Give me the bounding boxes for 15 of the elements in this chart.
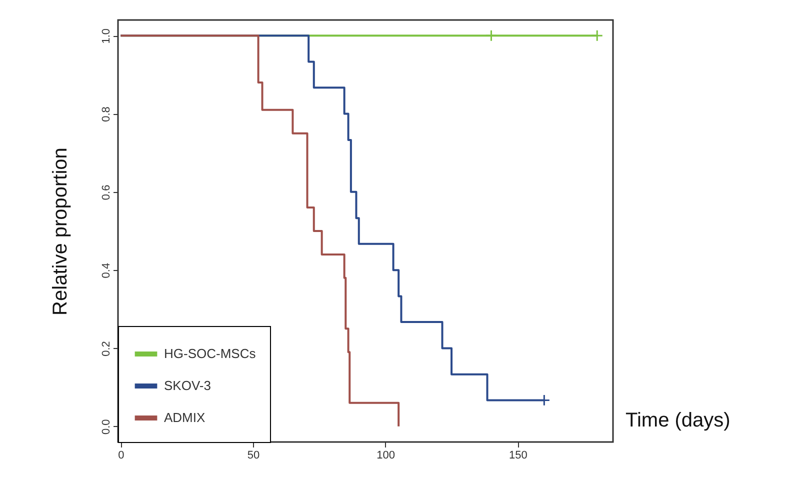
x-tick-label: 50 xyxy=(247,450,260,462)
legend-label: HG-SOC-MSCs xyxy=(164,346,256,361)
y-tick-label: 0.8 xyxy=(100,106,112,122)
x-tick-label: 150 xyxy=(509,450,528,462)
y-tick-label: 0.6 xyxy=(100,184,112,200)
y-tick-label: 0.2 xyxy=(100,341,112,356)
x-axis-title: Time (days) xyxy=(626,410,730,432)
y-tick-label: 0.0 xyxy=(100,419,112,435)
x-tick-label: 0 xyxy=(118,450,124,462)
y-tick-label: 0.4 xyxy=(100,262,112,278)
legend-label: ADMIX xyxy=(164,410,206,425)
y-tick-label: 1.0 xyxy=(100,28,112,44)
x-tick-label: 100 xyxy=(376,450,396,462)
legend-label: SKOV-3 xyxy=(164,378,211,393)
y-axis-title: Relative proportion xyxy=(50,148,72,316)
